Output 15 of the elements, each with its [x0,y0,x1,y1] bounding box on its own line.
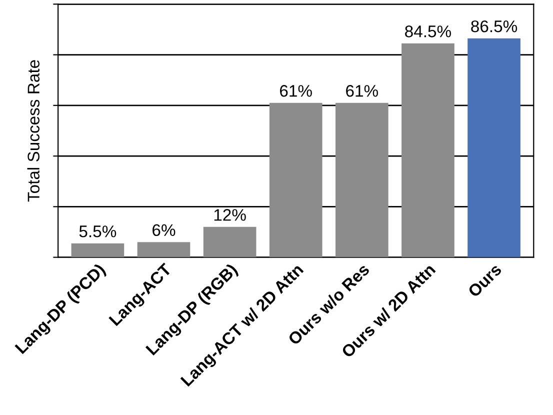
data-label: 61% [280,85,312,97]
data-label: 86.5% [471,20,518,32]
bar [137,242,190,258]
data-label: 6% [152,224,176,236]
data-label: 5.5% [79,226,116,238]
y-axis-title: Total Success Rate [27,60,40,202]
data-label: 84.5% [405,26,451,38]
bar [269,102,322,258]
bar [335,102,388,258]
bar [468,38,520,258]
bar [203,226,256,258]
bar [71,243,124,258]
data-label: 61% [346,85,378,97]
bar [402,43,454,258]
data-label: 12% [214,209,246,221]
